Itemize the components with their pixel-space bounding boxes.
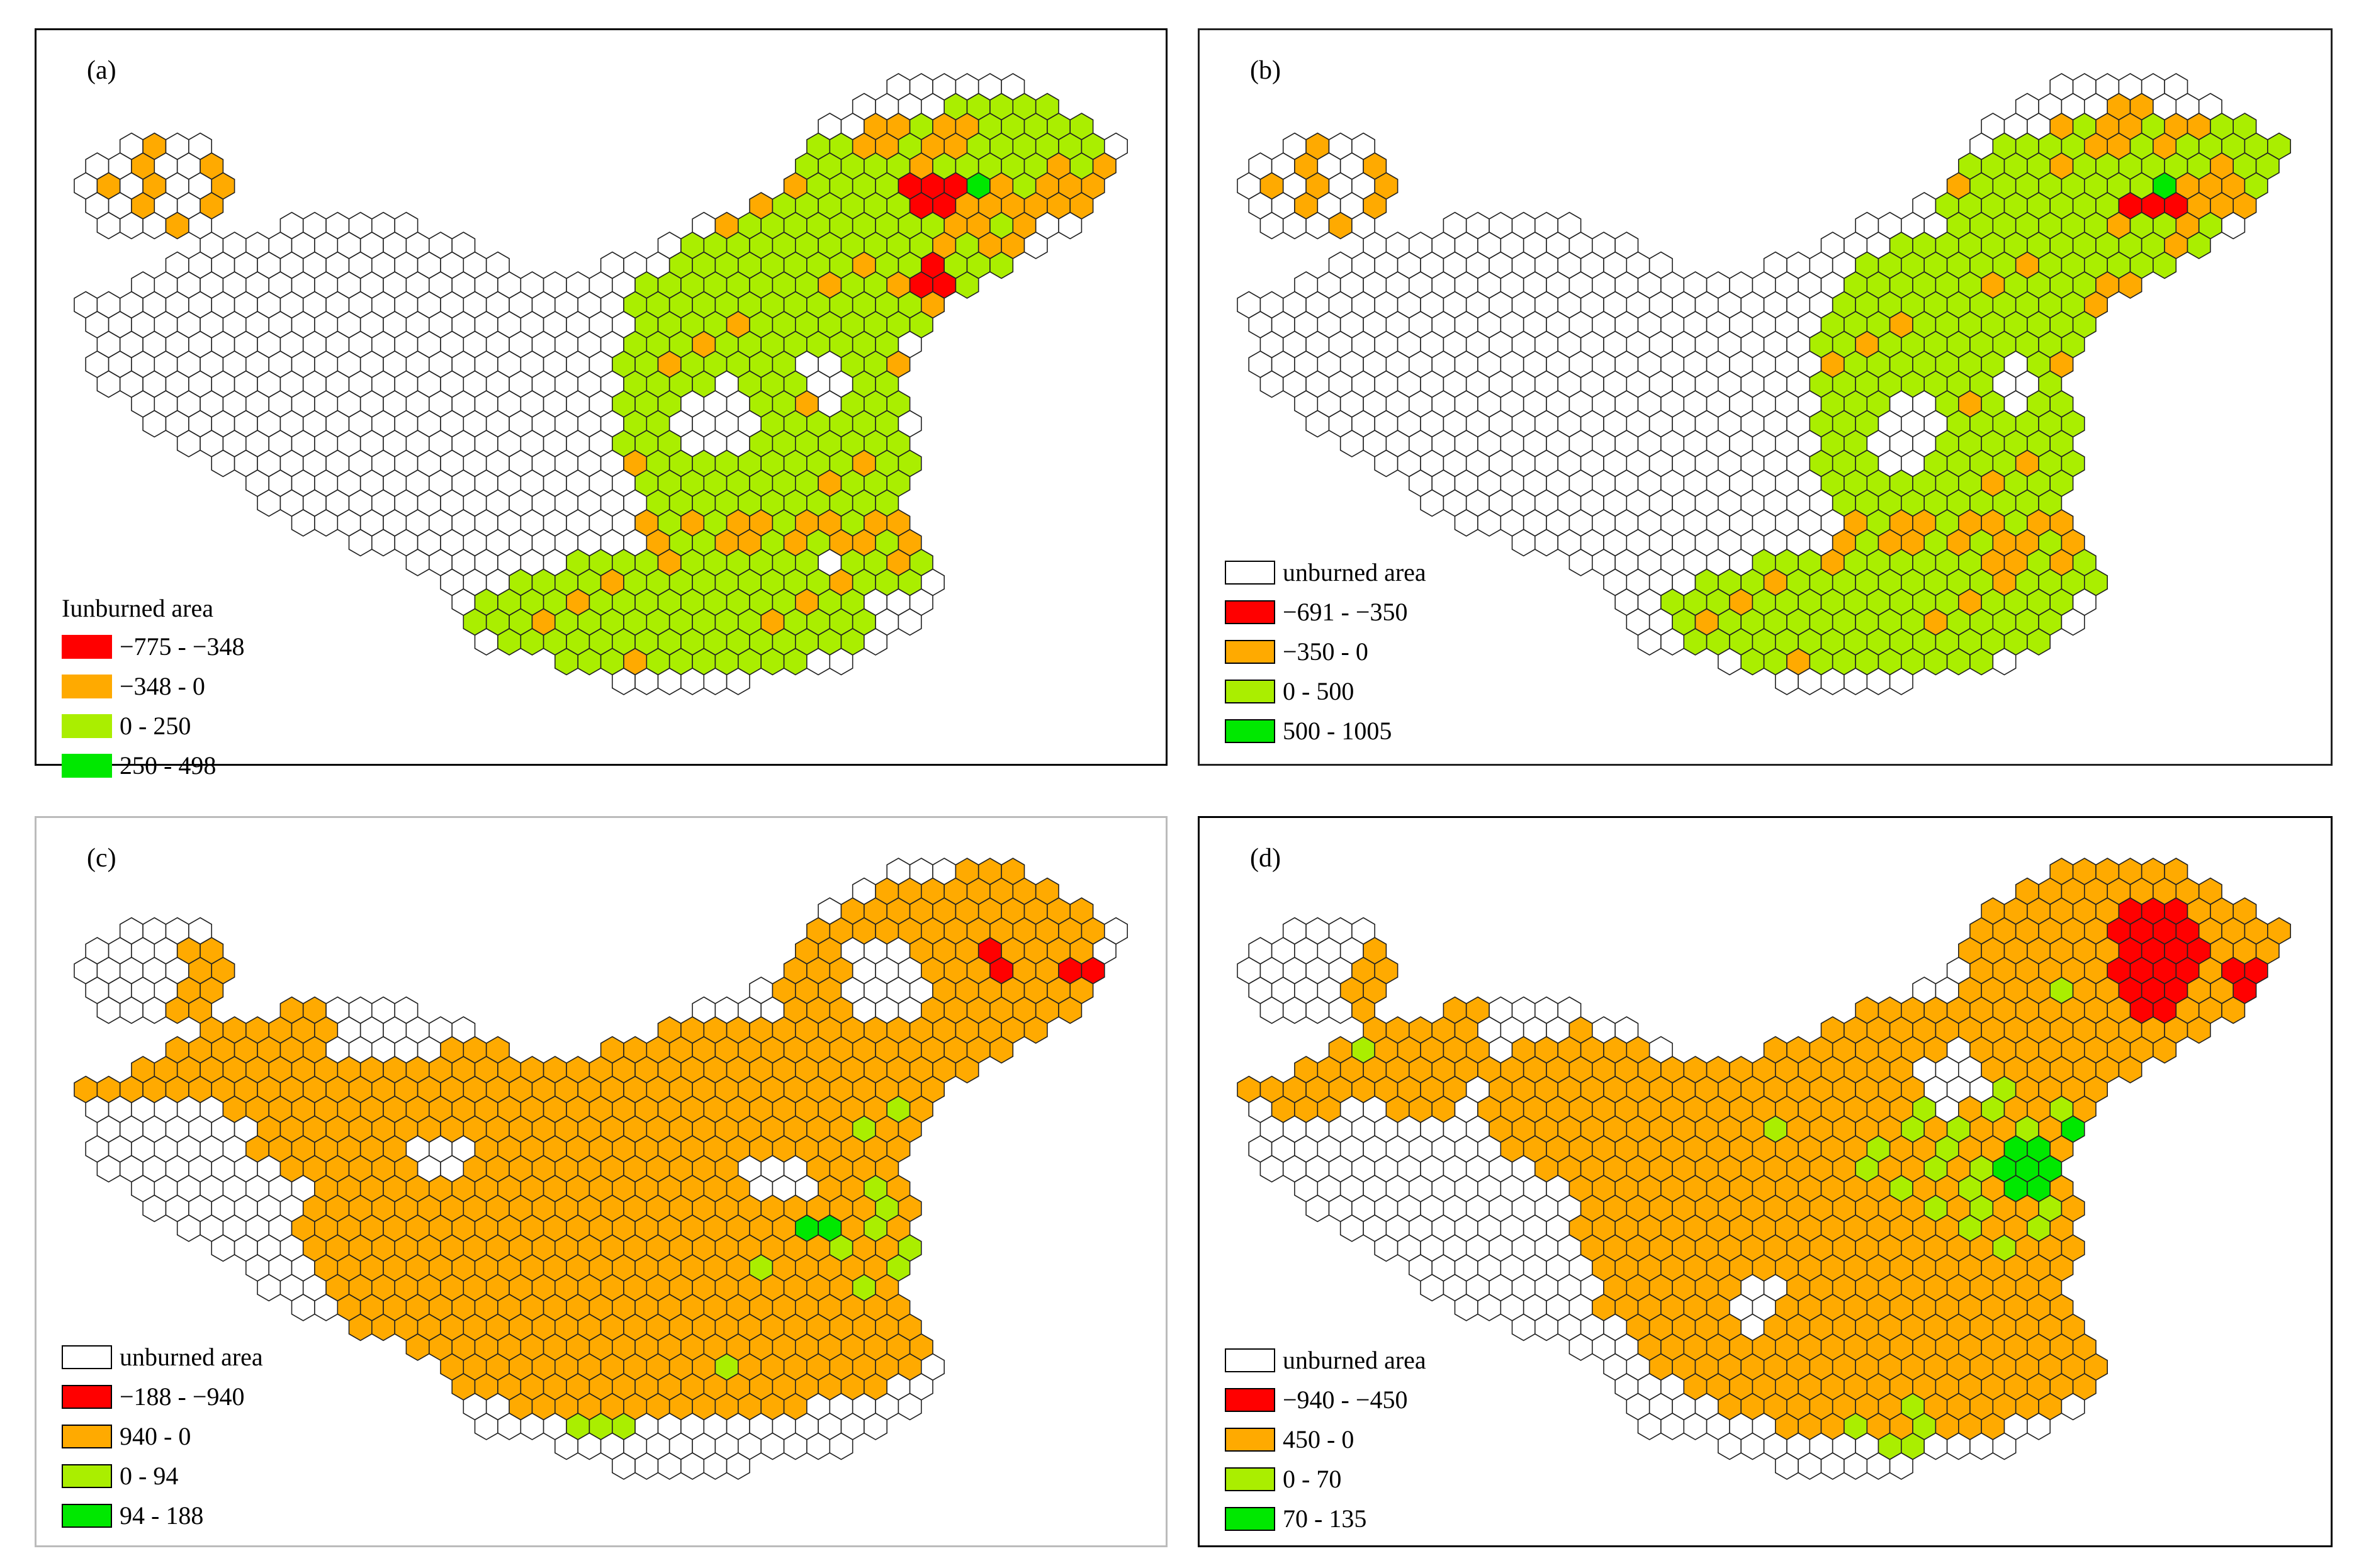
hex-cell: [2153, 1036, 2177, 1064]
legend-swatch-negative: [62, 674, 112, 698]
hex-cell: [2118, 271, 2142, 299]
hex-cell: [898, 1392, 922, 1421]
legend: unburned area −940 - −450 450 - 0 0 - 70…: [1225, 1340, 1426, 1538]
legend-item: unburned area: [62, 1337, 263, 1377]
legend-item: −691 - −350: [1225, 592, 1426, 632]
hex-cell: [898, 608, 922, 636]
legend-swatch-negative: [62, 1424, 112, 1448]
legend-title: Iunburned area: [62, 594, 213, 622]
hex-cell: [2061, 608, 2085, 636]
legend-item: 500 - 1005: [1225, 711, 1426, 751]
legend-swatch-strong-positive: [62, 753, 112, 778]
legend-item: −940 - −450: [1225, 1380, 1426, 1420]
hex-cell: [1023, 1016, 1048, 1044]
legend-item: 70 - 135: [1225, 1499, 1426, 1538]
hex-cell: [1889, 668, 1913, 695]
legend-item: 94 - 188: [62, 1496, 263, 1535]
legend: unburned area −188 - −940 940 - 0 0 - 94…: [62, 1337, 263, 1535]
hex-cell: [829, 647, 853, 676]
map-panel-d: (d) unburned area −940 - −450 450 - 0 0 …: [1198, 816, 2333, 1547]
legend-item: −350 - 0: [1225, 632, 1426, 671]
legend-swatch-positive: [1225, 1467, 1275, 1491]
map-panel-a: (a) Iunburned area −775 - −348 −348 - 0 …: [35, 28, 1168, 778]
hex-cell: [1992, 1432, 2017, 1460]
legend-swatch-unburned: [1225, 560, 1275, 585]
legend-item: −775 - −348: [62, 627, 244, 666]
legend-item: unburned area: [1225, 1340, 1426, 1380]
legend-swatch-strong-positive: [62, 1503, 112, 1528]
legend-item: −188 - −940: [62, 1377, 263, 1416]
legend-item: 0 - 500: [1225, 671, 1426, 711]
legend-item: 0 - 94: [62, 1456, 263, 1496]
hex-map-d: [1237, 858, 2291, 1480]
hex-cell: [1992, 647, 2017, 676]
hex-cell: [829, 1432, 853, 1460]
hex-cell: [726, 668, 750, 695]
panel-label: (b): [1250, 56, 1281, 85]
hex-cell: [2221, 211, 2246, 240]
legend-swatch-positive: [1225, 679, 1275, 703]
legend: unburned area −691 - −350 −350 - 0 0 - 5…: [1225, 552, 1426, 751]
legend-item: −348 - 0: [62, 666, 244, 706]
hex-cell: [955, 271, 979, 299]
legend-swatch-strong-negative: [1225, 1387, 1275, 1412]
legend-item: 0 - 250: [62, 706, 244, 746]
legend-swatch-strong-negative: [1225, 600, 1275, 624]
hex-cell: [2027, 628, 2051, 656]
hex-cell: [2061, 1392, 2085, 1421]
hex-cell: [1023, 232, 1048, 259]
legend-swatch-strong-negative: [62, 1384, 112, 1409]
legend-item: 0 - 70: [1225, 1459, 1426, 1499]
map-panel-c: (c) unburned area −188 - −940 940 - 0 0 …: [35, 816, 1168, 1547]
hex-cell: [864, 628, 887, 656]
hex-map-a: [74, 73, 1128, 695]
hex-cell: [2187, 232, 2211, 259]
legend-swatch-negative: [1225, 639, 1275, 664]
legend-swatch-unburned: [1225, 1348, 1275, 1372]
legend: Iunburned area −775 - −348 −348 - 0 0 - …: [62, 590, 244, 785]
panel-label: (d): [1250, 844, 1281, 873]
hex-cell: [989, 251, 1014, 279]
legend-item: 450 - 0: [1225, 1420, 1426, 1459]
legend-swatch-negative: [1225, 1427, 1275, 1452]
hex-cell: [955, 1056, 979, 1084]
panel-label: (c): [87, 844, 116, 873]
hex-cell: [1889, 1452, 1913, 1480]
hex-cell: [2187, 1016, 2211, 1044]
legend-item: unburned area: [1225, 552, 1426, 592]
legend-swatch-strong-positive: [1225, 1506, 1275, 1531]
panel-label: (a): [87, 56, 116, 85]
legend-swatch-positive: [62, 1464, 112, 1488]
hex-cell: [864, 1413, 887, 1440]
hex-cell: [1058, 996, 1083, 1024]
hex-map-c: [74, 858, 1128, 1480]
hex-cell: [1058, 211, 1083, 240]
hex-cell: [2153, 251, 2177, 279]
legend-swatch-strong-negative: [62, 634, 112, 659]
hex-cell: [726, 1452, 750, 1480]
hex-map-b: [1237, 73, 2291, 695]
hex-cell: [2027, 1413, 2051, 1440]
hex-cell: [2221, 996, 2246, 1024]
hex-cell: [989, 1036, 1014, 1064]
legend-swatch-strong-positive: [1225, 719, 1275, 743]
legend-swatch-unburned: [62, 1345, 112, 1369]
legend-item: 940 - 0: [62, 1416, 263, 1456]
hex-cell: [2118, 1056, 2142, 1084]
legend-item: 250 - 498: [62, 746, 244, 785]
map-panel-b: (b) unburned area −691 - −350 −350 - 0 0…: [1198, 28, 2333, 766]
legend-swatch-positive: [62, 714, 112, 738]
